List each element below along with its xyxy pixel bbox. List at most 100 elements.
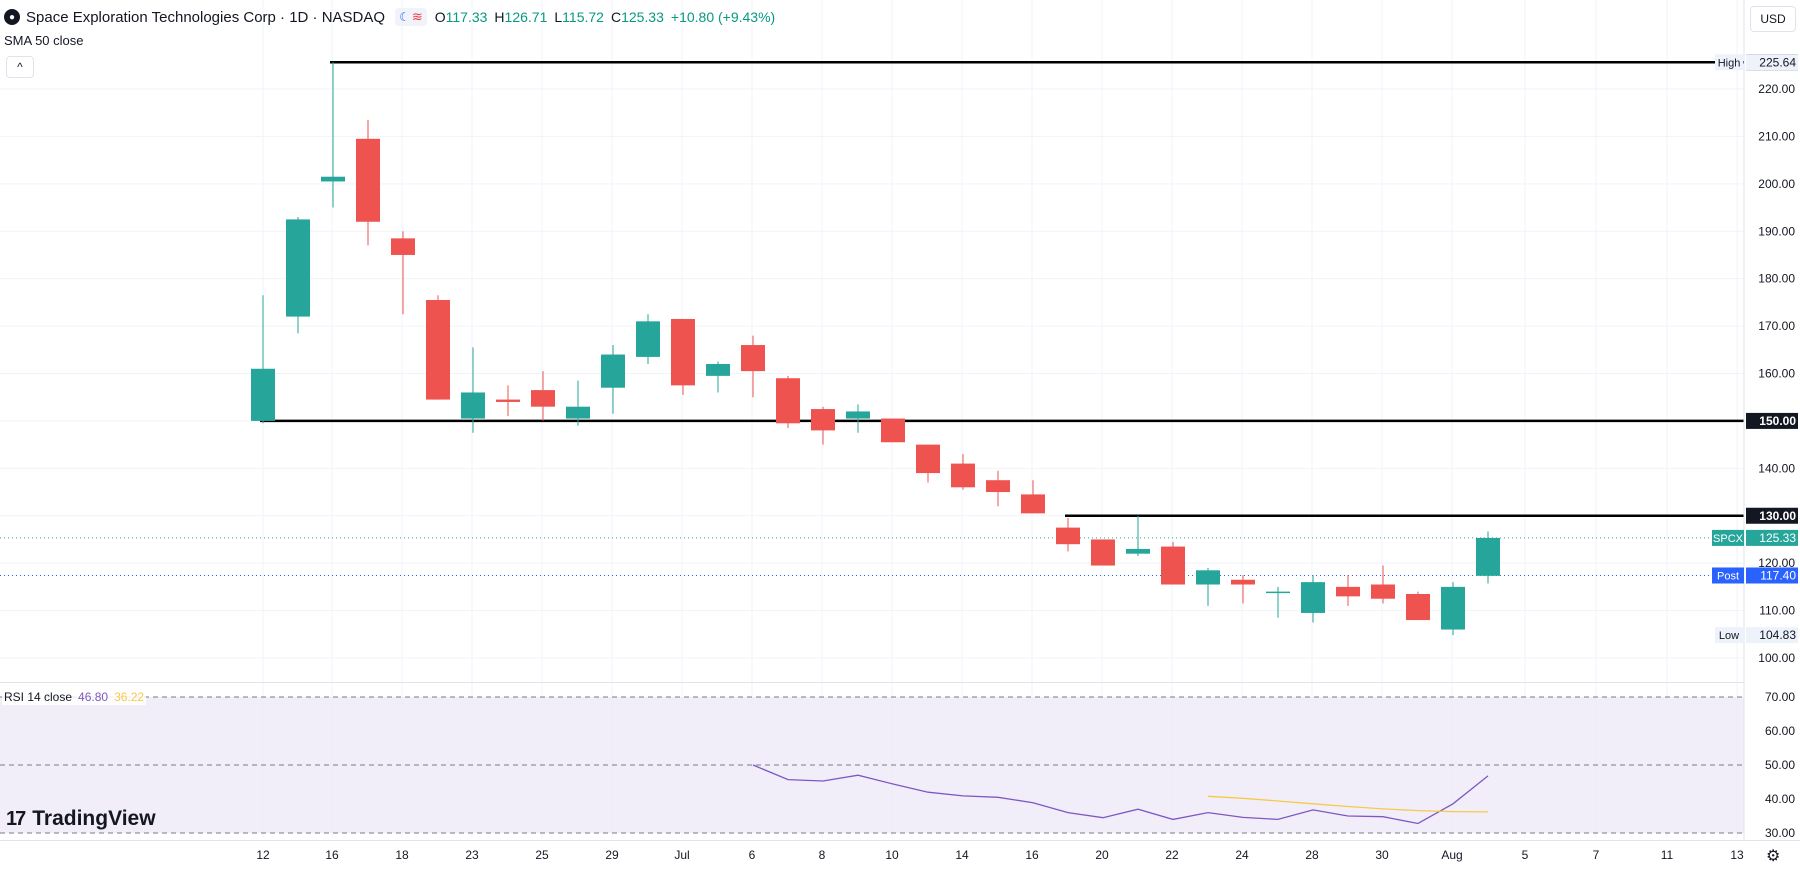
candle xyxy=(636,314,660,365)
time-tick-label: 16 xyxy=(325,848,339,862)
rsi-tick-label: 50.00 xyxy=(1765,758,1795,772)
candle xyxy=(391,231,415,315)
candle-body xyxy=(776,378,800,424)
tv-logo-icon: 17 xyxy=(6,807,26,830)
low-value-label: 104.83 xyxy=(1759,628,1796,642)
symbol-title[interactable]: Space Exploration Technologies Corp · 1D… xyxy=(26,8,386,26)
high-value-label: 225.64 xyxy=(1759,55,1796,69)
rsi-legend[interactable]: RSI 14 close 46.80 36.22 xyxy=(2,689,147,705)
candle-body xyxy=(671,318,695,386)
time-tick-label: 12 xyxy=(256,848,270,862)
price-tick-label: 170.00 xyxy=(1758,319,1795,333)
time-tick-label: Jul xyxy=(674,848,689,862)
price-tick-label: 220.00 xyxy=(1758,82,1795,96)
price-tick-label: 120.00 xyxy=(1758,556,1795,570)
rsi-pane[interactable] xyxy=(0,696,1744,834)
candle-body xyxy=(1091,539,1115,566)
candle-body xyxy=(286,219,310,317)
candle xyxy=(1406,591,1430,621)
candle-body xyxy=(881,418,905,443)
candle xyxy=(426,295,450,400)
price-symbol-tag xyxy=(1712,567,1744,584)
wave-icon: ≋ xyxy=(411,9,423,24)
time-tick-label: 28 xyxy=(1305,848,1319,862)
candle-body xyxy=(251,368,275,421)
settings-gear-icon[interactable]: ⚙ xyxy=(1766,848,1781,865)
hline-price-tag xyxy=(1746,507,1798,524)
time-tick-label: 11 xyxy=(1661,848,1674,862)
candle xyxy=(1161,541,1185,585)
candle xyxy=(321,62,345,208)
sma-indicator-label[interactable]: SMA 50 close xyxy=(4,33,84,48)
time-tick-label: 30 xyxy=(1375,848,1389,862)
moon-icon: ☾ xyxy=(399,10,410,24)
time-tick-label: 6 xyxy=(749,848,756,862)
candle xyxy=(776,375,800,429)
symbol-header[interactable]: ● Space Exploration Technologies Corp · … xyxy=(4,6,775,28)
price-tick-label: 160.00 xyxy=(1758,367,1795,381)
hline-price-tag xyxy=(1746,412,1798,429)
price-value-label: 125.33 xyxy=(1759,531,1796,545)
candle-body xyxy=(1301,582,1325,613)
candle xyxy=(916,444,940,483)
hline-price-label: 150.00 xyxy=(1759,414,1796,428)
symbol-logo-icon: ● xyxy=(4,9,20,25)
currency-selector[interactable]: USD xyxy=(1750,6,1796,32)
time-tick-label: 5 xyxy=(1522,848,1529,862)
price-value-tag xyxy=(1746,529,1798,546)
high-marker-text: High xyxy=(1718,57,1741,69)
rsi-tick-label: 60.00 xyxy=(1765,724,1795,738)
candle-body xyxy=(636,321,660,357)
rsi-ma-value: 36.22 xyxy=(114,690,145,704)
high-marker-tag xyxy=(1715,54,1743,71)
candle-body xyxy=(1196,570,1220,585)
candle-body xyxy=(321,176,345,182)
candle xyxy=(951,454,975,490)
candle xyxy=(881,418,905,443)
candle xyxy=(601,345,625,414)
price-tick-label: 140.00 xyxy=(1758,461,1795,475)
candle xyxy=(1126,515,1150,557)
low-value-tag xyxy=(1746,627,1798,644)
tradingview-logo[interactable]: 17 TradingView xyxy=(6,807,156,831)
candle-body xyxy=(741,345,765,372)
candle xyxy=(811,406,835,445)
market-status-icons[interactable]: ☾ ≋ xyxy=(395,8,427,26)
candle-body xyxy=(846,411,870,419)
candle xyxy=(1091,539,1115,566)
candle xyxy=(496,385,520,417)
time-tick-label: 23 xyxy=(465,848,479,862)
candle xyxy=(461,347,485,433)
price-markers: High Low xyxy=(1715,54,1743,644)
rsi-label: RSI 14 close xyxy=(4,690,73,704)
price-symbol-label: SPCX xyxy=(1713,533,1744,545)
horizontal-lines[interactable] xyxy=(0,61,1744,576)
candle xyxy=(1231,575,1255,604)
candle-body xyxy=(986,480,1010,493)
time-tick-label: 25 xyxy=(535,848,549,862)
candle xyxy=(986,470,1010,507)
price-tick-label: 180.00 xyxy=(1758,272,1795,286)
time-tick-label: 7 xyxy=(1593,848,1600,862)
time-tick-label: 18 xyxy=(395,848,409,862)
candle-body xyxy=(601,354,625,388)
time-tick-label: 24 xyxy=(1235,848,1249,862)
collapse-indicators-button[interactable]: ^ xyxy=(6,56,34,78)
price-value-tag xyxy=(1746,567,1798,584)
rsi-tick-label: 30.00 xyxy=(1765,826,1795,840)
candle xyxy=(356,119,380,246)
time-tick-label: 20 xyxy=(1095,848,1109,862)
candle-body xyxy=(1406,593,1430,621)
candle xyxy=(741,335,765,398)
candle xyxy=(846,404,870,433)
time-tick-label: Aug xyxy=(1441,848,1462,862)
price-tick-label: 200.00 xyxy=(1758,177,1795,191)
candle-body xyxy=(1441,586,1465,630)
candle xyxy=(286,217,310,334)
candlestick-series xyxy=(251,62,1500,636)
rsi-line xyxy=(752,764,1489,825)
price-value-label: 117.40 xyxy=(1760,568,1796,582)
price-tick-label: 100.00 xyxy=(1758,651,1795,665)
